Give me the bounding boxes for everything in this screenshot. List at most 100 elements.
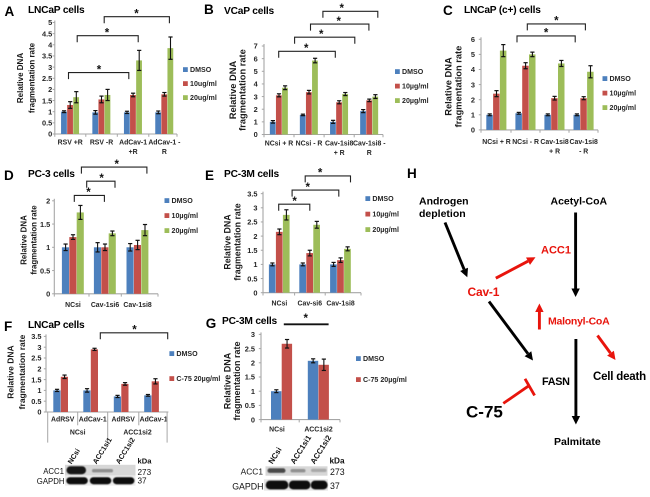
svg-text:Relative DNA: Relative DNA [16,53,25,103]
svg-text:ACC1si2: ACC1si2 [123,430,152,437]
svg-text:GAPDH: GAPDH [232,481,263,491]
svg-text:7: 7 [254,42,258,51]
svg-text:RSV +R: RSV +R [58,140,83,147]
svg-text:DMSO: DMSO [176,350,198,358]
svg-text:NCsi: NCsi [272,301,288,308]
svg-text:3.5: 3.5 [31,332,41,341]
svg-text:5: 5 [254,67,258,76]
svg-text:depletion: depletion [419,208,466,220]
svg-text:AdCav-1: AdCav-1 [140,417,168,424]
svg-text:Relative DNA: Relative DNA [223,352,233,409]
svg-text:1: 1 [254,118,258,127]
svg-text:5: 5 [48,18,52,27]
svg-text:0: 0 [37,408,41,417]
svg-text:4: 4 [254,80,259,89]
svg-text:Malonyl-CoA: Malonyl-CoA [548,316,610,328]
svg-text:F: F [4,319,12,334]
svg-text:0: 0 [253,288,257,297]
svg-text:3: 3 [254,92,258,101]
svg-text:10µg/ml: 10µg/ml [172,212,199,220]
svg-text:0: 0 [46,290,50,299]
svg-text:*: * [554,16,559,28]
svg-text:AdRSV: AdRSV [112,417,136,424]
svg-text:Cav-1: Cav-1 [468,285,500,299]
svg-text:2: 2 [37,365,41,374]
svg-text:Acetyl-CoA: Acetyl-CoA [551,195,608,207]
svg-text:Cav-si6: Cav-si6 [298,301,323,308]
svg-text:GAPDH: GAPDH [37,477,65,486]
svg-text:1: 1 [37,386,41,395]
svg-text:2: 2 [46,197,50,206]
svg-text:AdRSV: AdRSV [51,417,75,424]
svg-text:C: C [443,3,453,18]
svg-text:*: * [337,16,342,28]
svg-text:5: 5 [471,50,475,59]
svg-text:C-75 20µg/ml: C-75 20µg/ml [176,375,220,383]
svg-text:+ R: + R [334,150,345,157]
svg-text:- R: - R [579,148,588,155]
svg-text:2.5: 2.5 [247,218,257,227]
svg-text:Cell death: Cell death [593,371,646,383]
svg-text:20ug/ml: 20ug/ml [190,94,217,102]
svg-text:Cav-1si8: Cav-1si8 [540,139,569,146]
svg-text:*: * [97,64,102,76]
svg-text:3: 3 [48,63,52,72]
svg-text:1: 1 [46,243,50,252]
svg-text:2: 2 [48,85,52,94]
svg-text:Relative DNA: Relative DNA [19,215,28,265]
svg-text:0: 0 [254,130,258,139]
svg-text:fragmentation rate: fragmentation rate [29,205,38,275]
svg-text:0.5: 0.5 [245,401,255,410]
svg-text:3: 3 [253,204,257,213]
svg-text:Cav-1si6: Cav-1si6 [91,302,120,309]
svg-text:6: 6 [254,54,258,63]
svg-text:0.5: 0.5 [42,119,52,128]
svg-text:Relative DNA: Relative DNA [444,57,454,116]
svg-text:R: R [367,150,372,157]
svg-text:2: 2 [251,359,255,368]
svg-text:2.5: 2.5 [31,354,41,363]
svg-text:3.5: 3.5 [247,189,257,198]
svg-text:DMSO: DMSO [610,75,632,83]
svg-text:Cav-1si8 -: Cav-1si8 - [353,141,386,148]
svg-text:20µg/ml: 20µg/ml [372,226,399,234]
svg-text:10µg/ml: 10µg/ml [610,90,637,98]
svg-text:AdCav-1: AdCav-1 [119,140,147,147]
svg-text:1: 1 [471,111,475,120]
svg-text:0.5: 0.5 [247,274,257,283]
svg-text:D: D [4,168,14,183]
svg-text:LNCaP (c+) cells: LNCaP (c+) cells [464,5,541,16]
svg-text:273: 273 [138,468,152,477]
svg-text:1.5: 1.5 [245,373,255,382]
svg-text:1.5: 1.5 [31,375,41,384]
svg-text:E: E [205,168,214,183]
svg-text:2: 2 [254,105,258,114]
svg-text:20µg/ml: 20µg/ml [402,97,429,105]
svg-text:*: * [304,313,309,325]
svg-text:PC-3M cells: PC-3M cells [224,169,280,180]
svg-text:R: R [162,149,167,156]
svg-text:1.5: 1.5 [42,96,52,105]
svg-text:20µg/ml: 20µg/ml [172,227,199,235]
svg-text:10ug/ml: 10ug/ml [190,80,217,88]
svg-text:1.5: 1.5 [247,246,257,255]
svg-text:1.5: 1.5 [40,220,50,229]
svg-text:kDa: kDa [330,457,345,466]
svg-text:DMSO: DMSO [172,197,194,205]
svg-text:LNCaP cells: LNCaP cells [28,320,85,331]
svg-text:1: 1 [48,107,52,116]
svg-text:NCsi: NCsi [70,430,86,437]
svg-text:*: * [319,29,324,41]
svg-text:NCsi - R: NCsi - R [512,139,539,146]
svg-text:B: B [204,2,214,17]
svg-text:ACC1: ACC1 [241,467,264,477]
svg-text:2: 2 [471,95,475,104]
svg-text:0.5: 0.5 [40,266,50,275]
svg-text:ACC1: ACC1 [541,245,571,257]
svg-text:*: * [339,3,344,15]
svg-text:AdCav-1: AdCav-1 [79,417,107,424]
svg-text:fragmentation rate: fragmentation rate [232,341,242,420]
svg-text:H: H [407,166,417,181]
svg-text:4: 4 [48,41,53,50]
svg-text:+ R: + R [549,148,560,155]
